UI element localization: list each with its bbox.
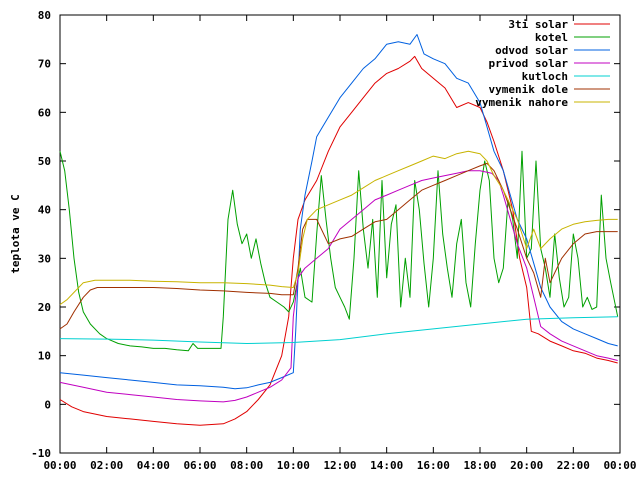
x-tick-label: 08:00 (230, 459, 263, 472)
legend-label: vymenik dole (489, 83, 569, 96)
x-tick-label: 06:00 (183, 459, 216, 472)
legend-label: 3ti solar (508, 18, 568, 31)
y-tick-label: 80 (38, 9, 51, 22)
x-tick-label: 18:00 (463, 459, 496, 472)
y-tick-label: 30 (38, 252, 51, 265)
x-tick-label: 16:00 (417, 459, 450, 472)
series-line-3 (59, 170, 618, 403)
series-line-1 (59, 150, 619, 352)
y-tick-label: 50 (38, 155, 51, 168)
legend-label: kotel (535, 31, 568, 44)
series-line-5 (59, 162, 618, 330)
legend-label: odvod solar (495, 44, 568, 57)
x-tick-label: 00:00 (603, 459, 636, 472)
x-tick-label: 22:00 (557, 459, 590, 472)
y-tick-label: 40 (38, 204, 51, 217)
x-tick-label: 20:00 (510, 459, 543, 472)
x-axis: 00:00 02:00 04:00 06:00 08:00 10:00 12:00 14:00… (43, 15, 637, 472)
legend-label: vymenik nahore (475, 96, 568, 109)
y-axis-label: teplota ve C (9, 194, 22, 273)
series-line-6 (59, 150, 618, 306)
y-tick-label: 60 (38, 106, 51, 119)
y-tick-label: 70 (38, 58, 51, 71)
x-tick-label: 12:00 (323, 459, 356, 472)
legend-label: privod solar (489, 57, 569, 70)
series-line-2 (59, 34, 618, 390)
x-tick-label: 10:00 (277, 459, 310, 472)
series-lines (59, 34, 619, 426)
x-tick-label: 02:00 (90, 459, 123, 472)
y-tick-label: -10 (31, 447, 51, 460)
x-tick-label: 14:00 (370, 459, 403, 472)
legend-label: kutloch (522, 70, 568, 83)
y-tick-label: 0 (44, 398, 51, 411)
x-tick-label: 04:00 (137, 459, 170, 472)
y-axis: -10 0 10 20 30 40 50 60 70 80 (31, 9, 620, 460)
series-line-0 (59, 55, 618, 426)
x-tick-label: 00:00 (43, 459, 76, 472)
y-tick-label: 10 (38, 350, 51, 363)
y-tick-label: 20 (38, 301, 51, 314)
series-line-4 (59, 316, 618, 344)
